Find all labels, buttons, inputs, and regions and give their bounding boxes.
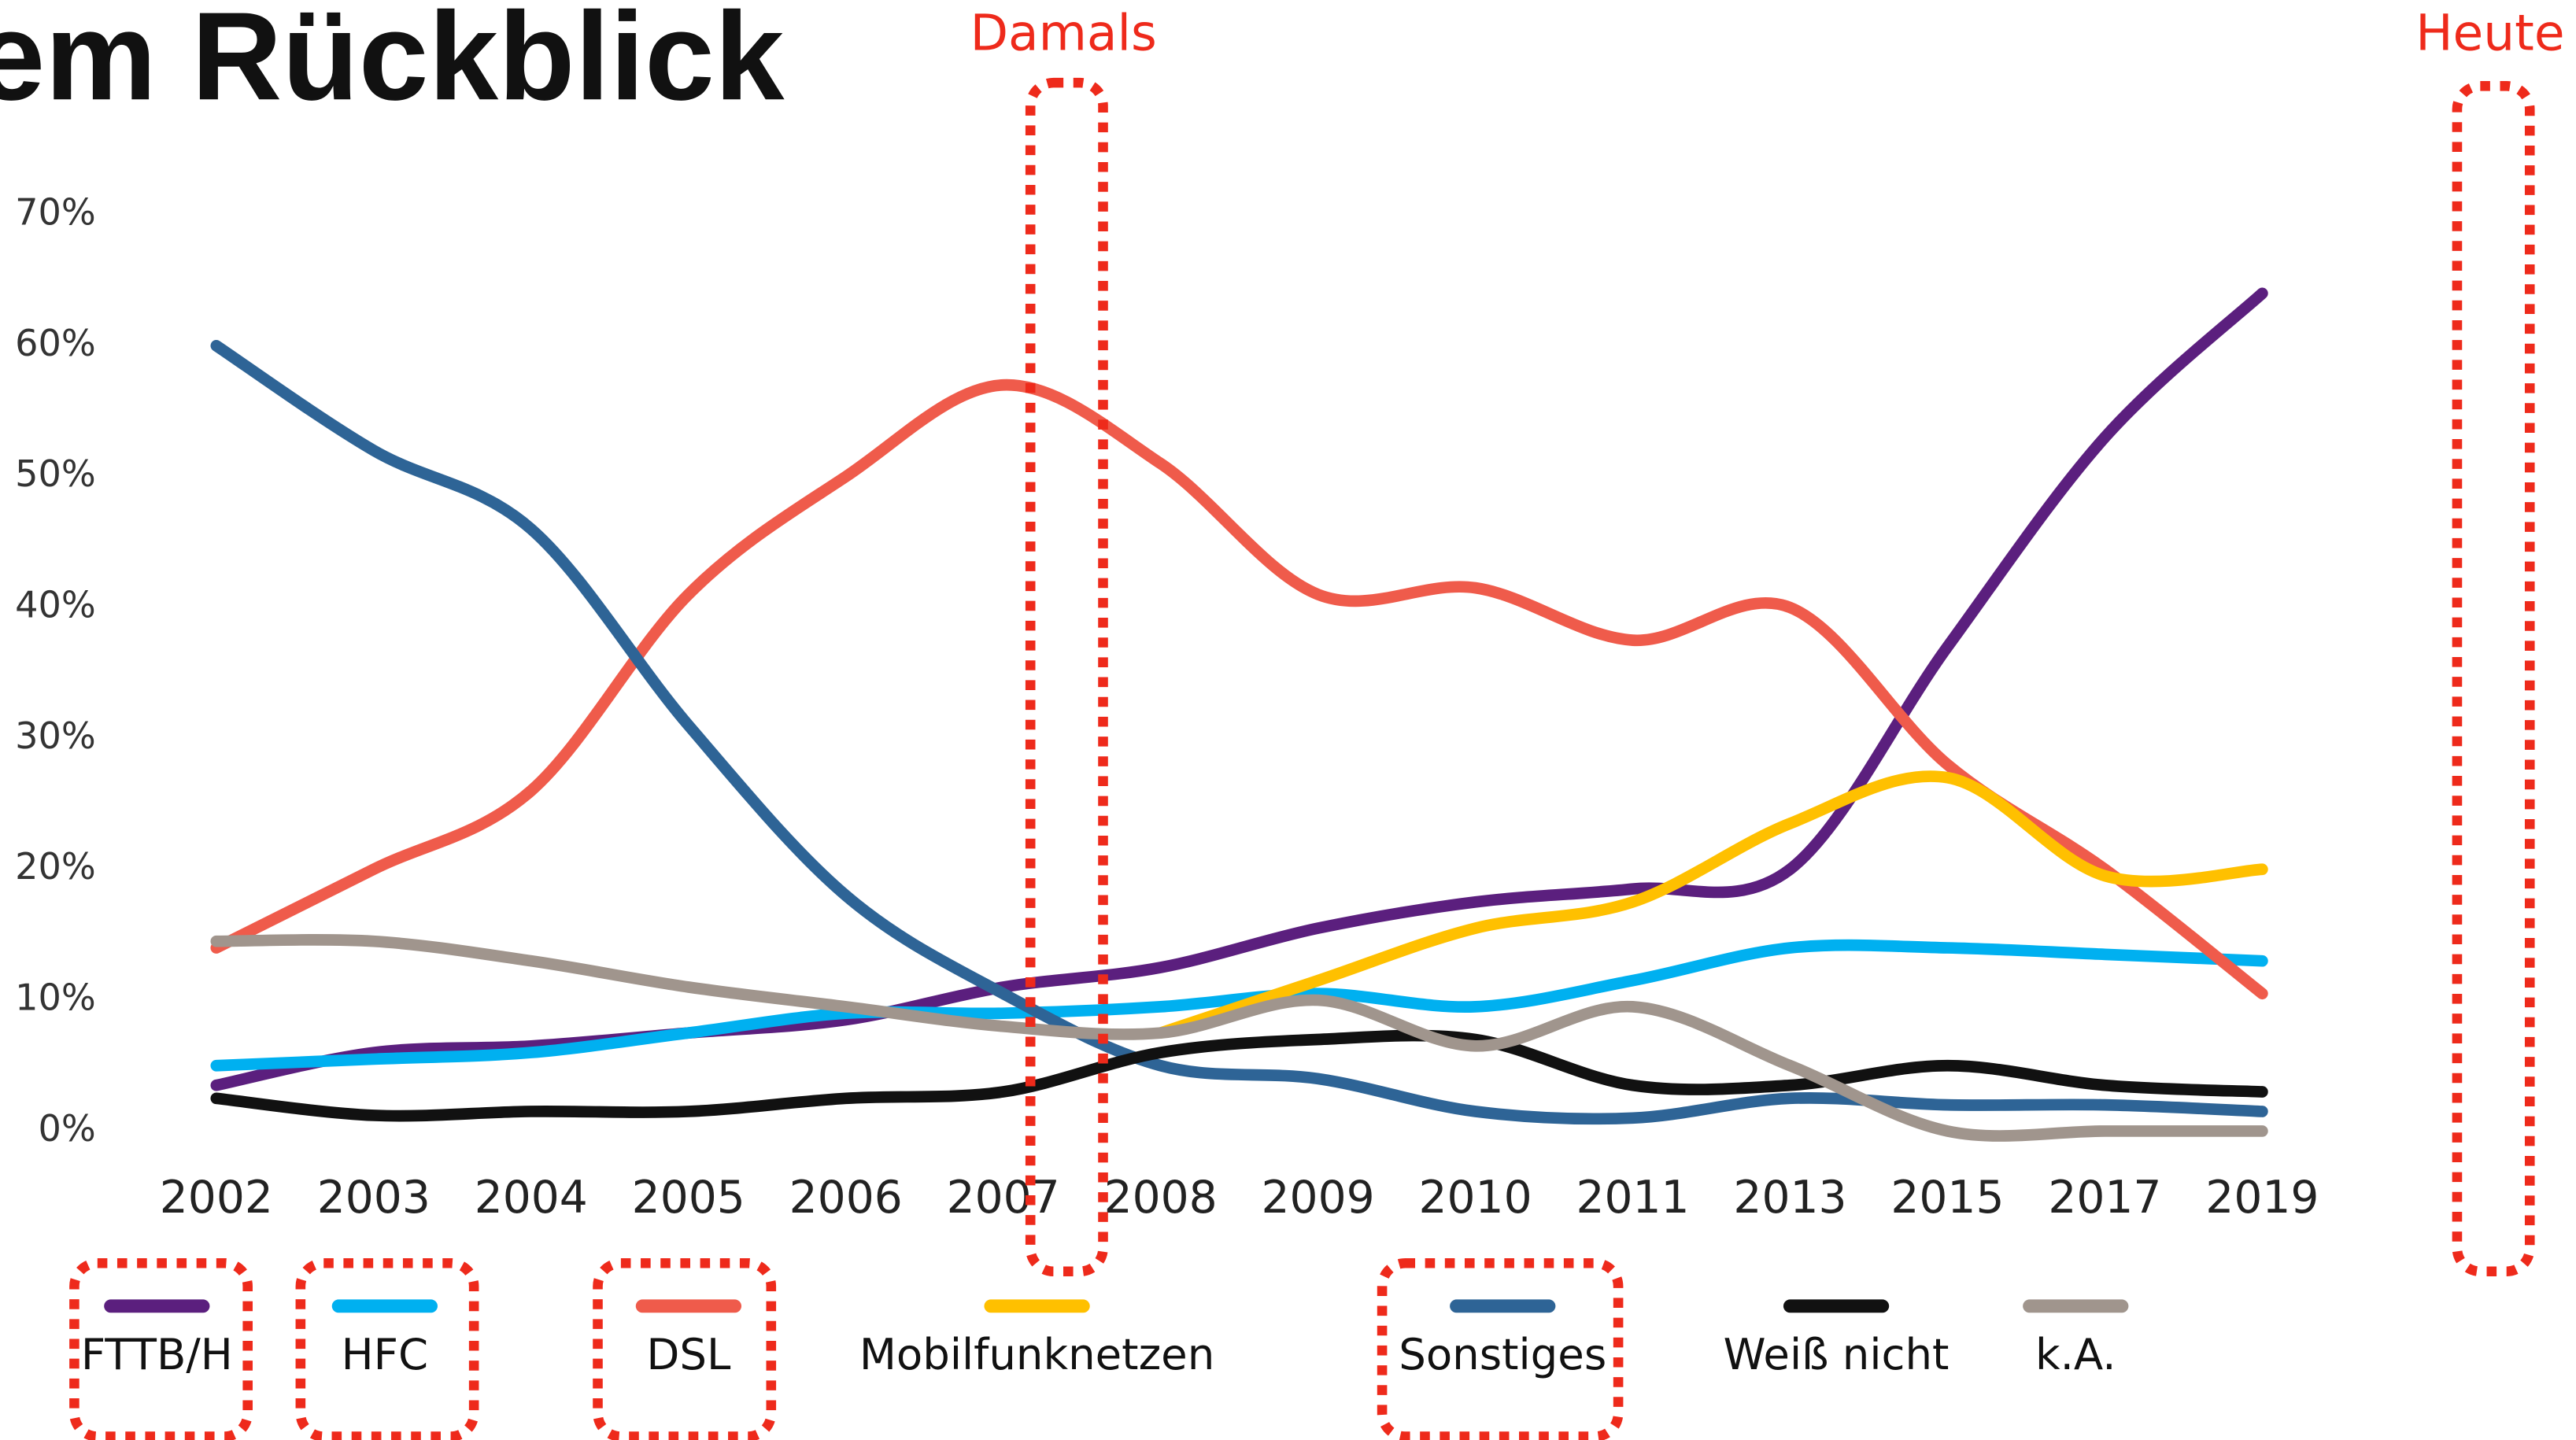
y-tick-label: 40% [15,584,96,626]
highlight-box [1377,1257,1624,1440]
series-line [210,339,2268,1125]
x-tick-label: 2011 [1576,1172,1689,1224]
x-tick-label: 2004 [475,1172,588,1224]
highlight-box [295,1257,479,1440]
highlight-box [1025,77,1108,1277]
series-line [210,1029,2268,1122]
x-tick-label: 2005 [632,1172,745,1224]
x-tick-label: 2019 [2205,1172,2319,1224]
chart-title: em Rückblick [0,0,785,126]
plot: 0% 10% 20% 30% 40% 50% 60% 70% 2002 2003 2004 2005 2… [15,190,2319,1224]
legend-label: HFC [342,1329,428,1379]
y-tick-label: 0% [38,1107,95,1150]
x-tick-label: 2010 [1418,1172,1532,1224]
x-tick-label: 2015 [1890,1172,2004,1224]
legend-label: Weiß nicht [1724,1329,1950,1379]
y-tick-label: 30% [15,714,96,757]
y-tick-label: 60% [15,322,96,364]
highlight-box [2452,81,2535,1277]
legend-label: k.A. [2035,1329,2116,1379]
legend-label: FTTB/H [81,1329,233,1379]
x-tick-label: 2003 [317,1172,431,1224]
y-tick-label: 50% [15,452,96,495]
series-line [210,939,2268,1072]
series-line [210,934,2268,1142]
x-tick-label: 2008 [1104,1172,1218,1224]
legend-label: DSL [646,1329,731,1379]
x-tick-label: 2013 [1733,1172,1846,1224]
y-tick-label: 10% [15,977,96,1019]
highlight-box [593,1257,777,1440]
y-tick-label: 70% [15,190,96,233]
x-tick-label: 2006 [789,1172,903,1224]
series-line [210,378,2268,1000]
x-tick-label: 2009 [1262,1172,1375,1224]
highlight-box [69,1257,253,1440]
legend-label: Sonstiges [1399,1329,1606,1379]
y-tick-label: 20% [15,845,96,888]
series-line [210,287,2268,1091]
x-tick-label: 2002 [160,1172,273,1224]
annotation: Damals [970,4,1157,61]
x-tick-label: 2017 [2048,1172,2161,1224]
x-tick-label: 2007 [947,1172,1060,1224]
legend-label: Mobilfunknetzen [859,1329,1214,1379]
annotation: Heute [2415,4,2564,61]
series-line [1155,770,2268,1039]
